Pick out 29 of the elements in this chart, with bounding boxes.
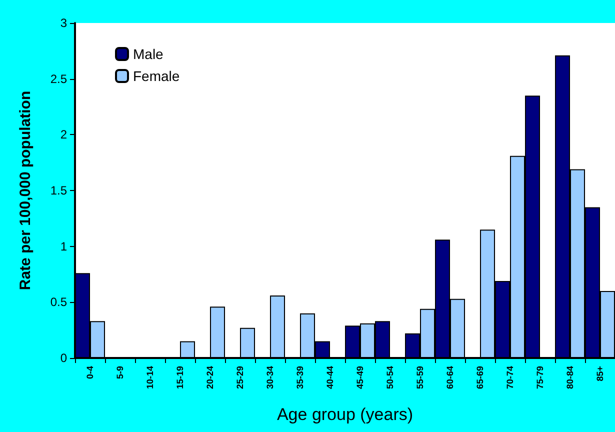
x-tick-label: 20-24 bbox=[205, 366, 215, 390]
x-tick-label: 35-39 bbox=[295, 366, 305, 390]
x-tick-label: 10-14 bbox=[145, 366, 155, 390]
x-tick-label: 70-74 bbox=[505, 366, 515, 390]
x-tick-label: 40-44 bbox=[325, 366, 335, 390]
x-tick-label: 65-69 bbox=[475, 366, 485, 390]
y-axis-title: Rate per 100,000 population bbox=[17, 90, 34, 290]
y-tick-label: 1 bbox=[60, 239, 68, 254]
y-tick-label: 0 bbox=[60, 351, 68, 365]
x-tick-label: 50-54 bbox=[385, 366, 395, 390]
x-tick-label: 0-4 bbox=[85, 366, 95, 380]
x-tick-label: 25-29 bbox=[235, 366, 245, 390]
y-tick-label: 2 bbox=[60, 128, 68, 142]
y-tick-label: 1.5 bbox=[50, 184, 68, 198]
legend-label: Male bbox=[133, 46, 164, 62]
x-tick-label: 5-9 bbox=[115, 366, 125, 380]
x-tick-label: 15-19 bbox=[175, 366, 185, 390]
y-tick-label: 2.5 bbox=[50, 72, 68, 86]
x-tick-label: 75-79 bbox=[535, 366, 545, 390]
y-tick-label: 0.5 bbox=[50, 295, 68, 310]
x-tick-label: 80-84 bbox=[565, 366, 575, 390]
x-axis-title: Age group (years) bbox=[276, 405, 414, 424]
x-tick-label: 60-64 bbox=[445, 366, 455, 390]
y-tick-label: 3 bbox=[60, 16, 68, 30]
x-tick-label: 30-34 bbox=[265, 366, 275, 390]
x-tick-label: 45-49 bbox=[355, 366, 365, 390]
legend-label: Female bbox=[133, 68, 180, 84]
x-tick-label: 55-59 bbox=[415, 366, 425, 390]
x-tick-label: 85+ bbox=[595, 366, 605, 382]
